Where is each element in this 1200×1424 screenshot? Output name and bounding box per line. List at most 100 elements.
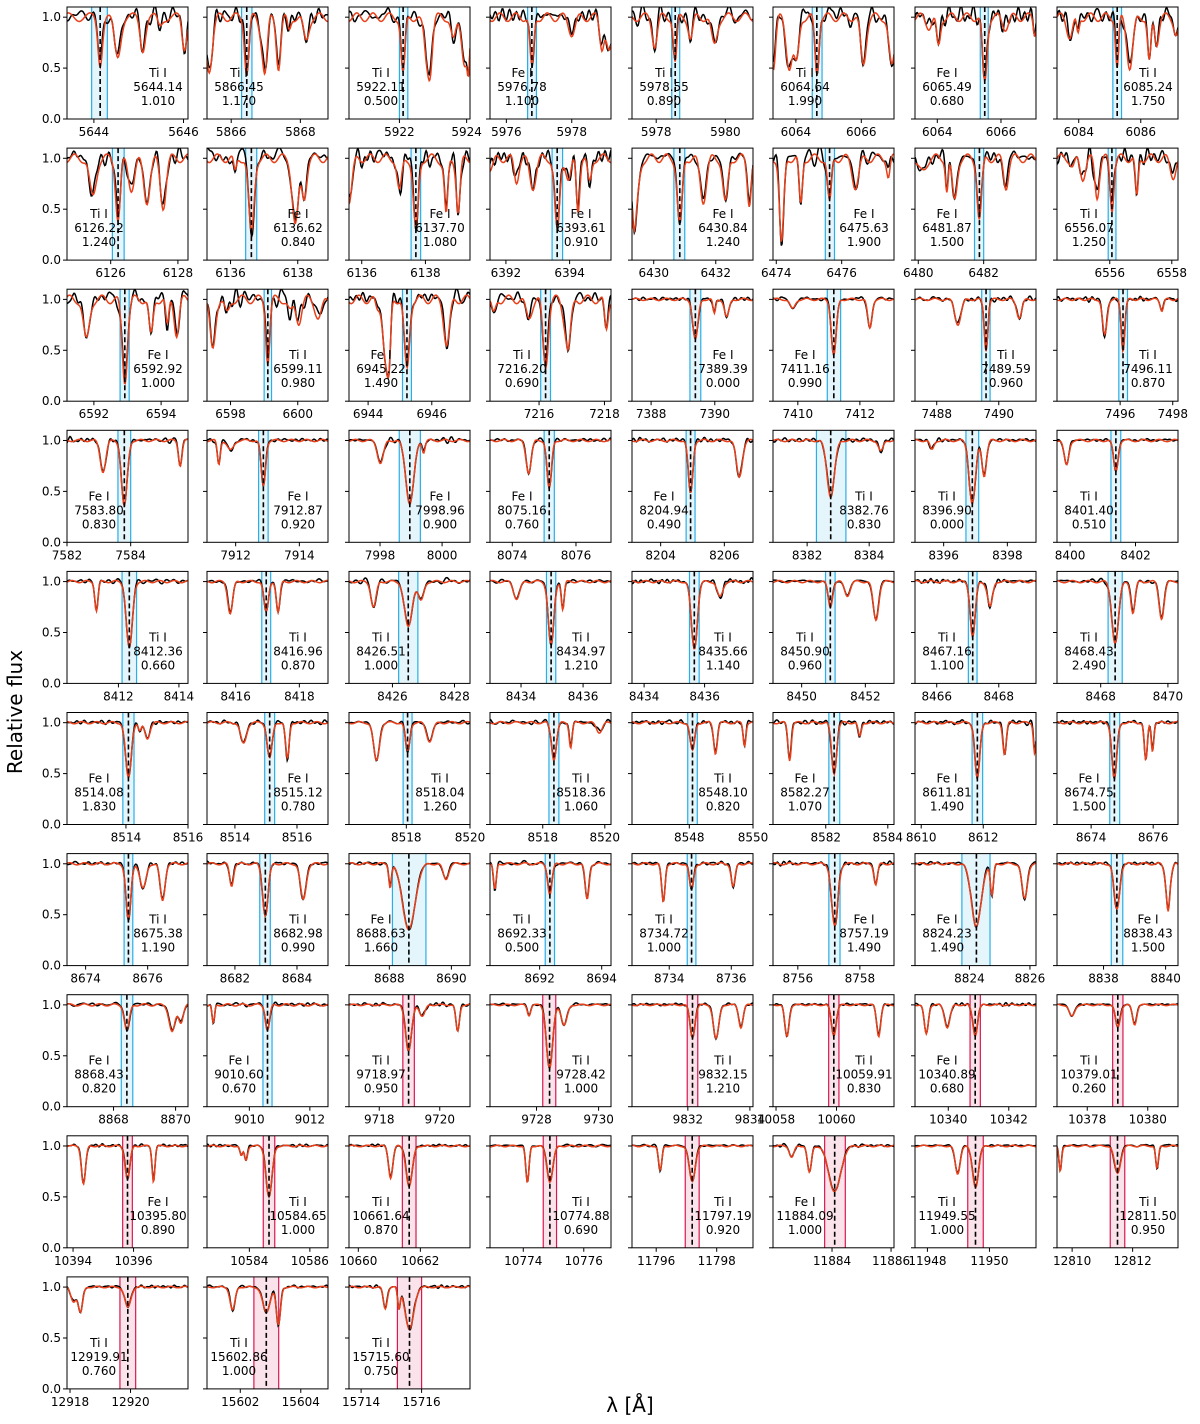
line-wavelength-label: 9832.15 [698, 1068, 748, 1082]
line-species-label: Ti I [854, 1054, 873, 1068]
line-value-label: 0.900 [423, 517, 457, 531]
panel-frame [489, 712, 612, 825]
line-value-label: 1.490 [847, 941, 881, 955]
x-tick-label: 6944 [353, 407, 384, 421]
line-wavelength-label: 11797.19 [694, 1209, 751, 1223]
x-tick-label: 15604 [282, 1395, 320, 1409]
x-tick-label: 10380 [1129, 1113, 1167, 1127]
line-species-label: Ti I [430, 772, 449, 786]
y-tick-label: 1.0 [42, 998, 61, 1012]
line-value-label: 0.500 [364, 94, 398, 108]
panel-frame [348, 1276, 471, 1390]
line-species-label: Ti I [654, 913, 673, 927]
x-tick-label: 6598 [215, 407, 246, 421]
y-tick-label: 0.0 [42, 818, 61, 832]
synthetic-spectrum [773, 153, 894, 242]
y-tick-label: 0.0 [42, 535, 61, 549]
line-wavelength-label: 8675.38 [133, 927, 183, 941]
x-tick-label: 10340 [929, 1113, 967, 1127]
line-wavelength-label: 6136.62 [273, 221, 323, 235]
x-tick-label: 11884 [813, 1254, 851, 1268]
synthetic-spectrum [207, 1144, 328, 1199]
synthetic-spectrum [915, 438, 1036, 506]
panel-frame [631, 288, 754, 402]
line-species-label: Fe I [89, 772, 110, 786]
panel-frame [631, 1135, 754, 1249]
panel-frame [66, 147, 189, 261]
panel-frame [348, 6, 471, 120]
synthetic-spectrum [1057, 438, 1178, 473]
synthetic-spectrum [1057, 297, 1178, 354]
x-tick-label: 8684 [282, 972, 313, 986]
synthetic-spectrum [915, 297, 1036, 352]
x-tick-label: 8468 [1085, 689, 1116, 703]
line-wavelength-label: 6064.64 [780, 80, 830, 94]
line-wavelength-label: 9718.97 [356, 1068, 406, 1082]
line-species-label: Ti I [229, 66, 248, 80]
x-tick-label: 8514 [111, 831, 142, 845]
line-wavelength-label: 7998.96 [415, 503, 465, 517]
line-species-label: Fe I [937, 913, 958, 927]
line-species-label: Ti I [148, 913, 167, 927]
line-wavelength-label: 8734.72 [639, 927, 689, 941]
panel-frame [206, 1276, 329, 1390]
x-tick-label: 8466 [921, 689, 952, 703]
line-value-label: 2.490 [1072, 658, 1106, 672]
line-value-label: 1.000 [281, 1223, 315, 1237]
panel-frame [489, 1135, 612, 1249]
line-value-label: 1.830 [82, 800, 116, 814]
x-tick-label: 9718 [364, 1113, 395, 1127]
line-species-label: Fe I [512, 489, 533, 503]
synthetic-spectrum [632, 579, 753, 650]
x-tick-label: 10586 [291, 1254, 329, 1268]
x-tick-label: 6474 [761, 266, 792, 280]
line-species-label: Ti I [288, 630, 307, 644]
x-tick-label: 6946 [417, 407, 448, 421]
x-tick-label: 8436 [689, 689, 720, 703]
line-species-label: Fe I [430, 207, 451, 221]
panel-frame [489, 570, 612, 684]
line-value-label: 1.010 [141, 94, 175, 108]
x-tick-label: 6476 [826, 266, 857, 280]
x-tick-label: 7496 [1105, 407, 1136, 421]
panel-frame [772, 853, 895, 967]
x-tick-label: 6128 [163, 266, 194, 280]
x-tick-label: 6394 [554, 266, 585, 280]
line-value-label: 1.070 [788, 800, 822, 814]
x-tick-label: 10378 [1068, 1113, 1106, 1127]
y-tick-label: 0.0 [42, 1241, 61, 1255]
line-value-label: 1.490 [930, 941, 964, 955]
x-tick-label: 8610 [906, 831, 937, 845]
synthetic-spectrum [915, 861, 1036, 928]
x-tick-label: 6064 [781, 125, 812, 139]
panel-frame [489, 147, 612, 261]
y-tick-label: 1.0 [42, 716, 61, 730]
line-wavelength-label: 7389.39 [698, 362, 748, 376]
line-value-label: 1.060 [564, 800, 598, 814]
panel-frame [206, 1135, 329, 1249]
x-tick-label: 8518 [391, 831, 422, 845]
x-tick-label: 8676 [132, 972, 163, 986]
x-tick-label: 8468 [983, 689, 1014, 703]
x-tick-label: 8694 [586, 972, 617, 986]
x-tick-label: 6392 [491, 266, 522, 280]
line-wavelength-label: 10395.80 [129, 1209, 186, 1223]
line-value-label: 0.820 [82, 1082, 116, 1096]
panel-frame [206, 994, 329, 1108]
x-tick-label: 8450 [786, 689, 817, 703]
